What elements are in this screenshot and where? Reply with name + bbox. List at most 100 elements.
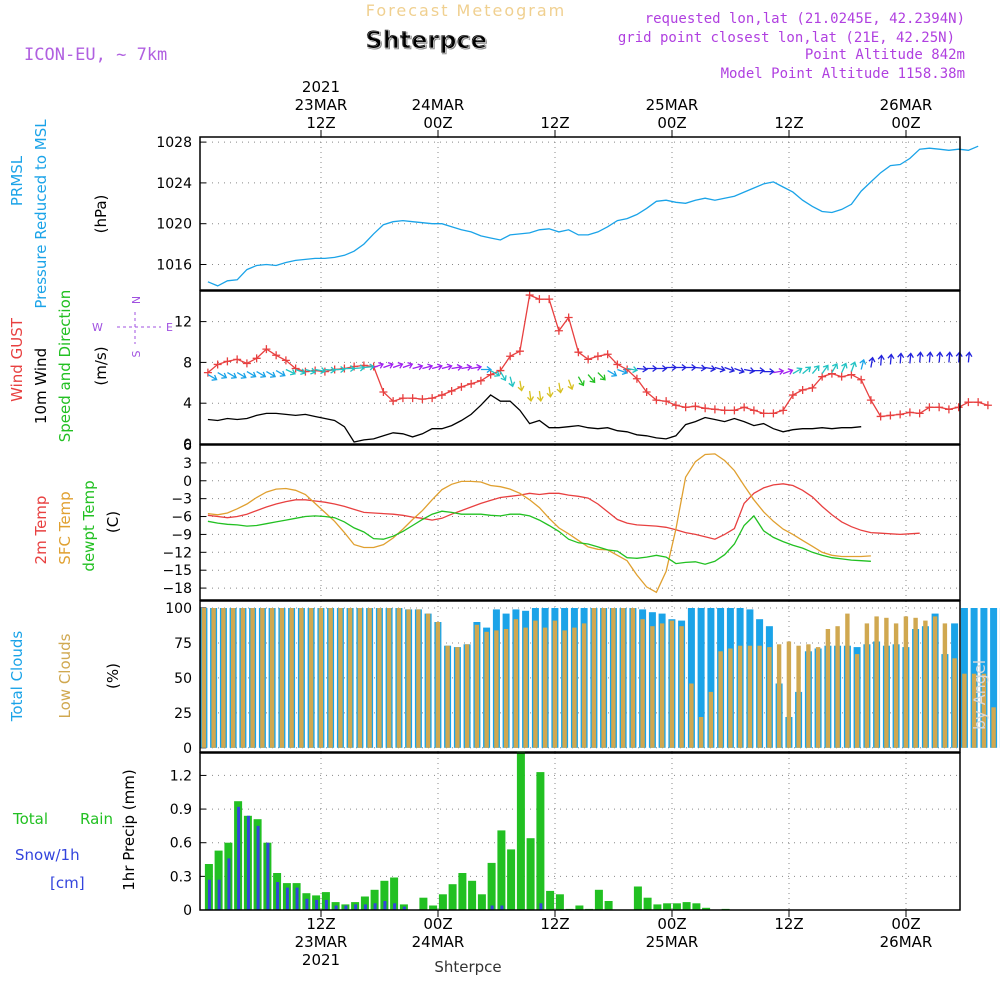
label-total: Total (12, 810, 48, 828)
series-sfc-temp-line (207, 453, 871, 594)
y-tick-label: 50 (174, 671, 192, 687)
gust-marker (866, 396, 875, 405)
low-clouds-bar (689, 683, 694, 748)
wind-arrow (499, 371, 507, 382)
rain-bar (390, 877, 399, 910)
ylabel-pressure-msl: Pressure Reduced to MSL (32, 119, 50, 309)
bottom-axis-label: 26MAR (880, 933, 933, 951)
gust-marker (506, 352, 515, 361)
low-clouds-bar (757, 645, 762, 748)
y-tick-label: 0 (183, 474, 192, 490)
wind-panel: 0 4 8 12 Wind GUST 10m Wind Speed and Directio… (8, 290, 992, 453)
low-clouds-bar (932, 616, 938, 748)
snow-bar (246, 815, 250, 910)
gust-marker (662, 397, 671, 406)
gust-marker (593, 352, 602, 361)
total-clouds-bar (687, 608, 695, 748)
rain-bar (380, 880, 389, 910)
low-clouds-bar (708, 691, 714, 748)
rain-bar (477, 894, 486, 910)
low-clouds-bar (250, 608, 255, 748)
gust-marker (272, 351, 281, 360)
gust-marker (827, 369, 836, 378)
y-tick-label: 25 (174, 706, 192, 722)
y-tick-label: 8 (183, 355, 192, 371)
wind-arrow (936, 351, 944, 363)
top-axis-label: 12Z (774, 114, 803, 132)
rain-bar (448, 884, 457, 910)
gust-marker (681, 403, 690, 412)
gridpoint-coords: grid point closest lon,lat (21E, 42.25N) (618, 30, 955, 46)
panel-frame (199, 600, 961, 753)
clouds-panel: 0 25 50 75 100 Total Clouds Low Clouds (%) (8, 600, 1000, 757)
snow-bar (344, 905, 348, 910)
wind-arrow (546, 386, 554, 398)
low-clouds-bar (991, 707, 996, 748)
gust-marker (642, 387, 651, 396)
low-clouds-bar (494, 630, 499, 748)
plot-area (200, 601, 960, 752)
bottom-axis-label: 2021 (302, 951, 340, 969)
rain-bar (682, 902, 691, 910)
wind-arrow (461, 363, 473, 371)
panel-frame (199, 290, 961, 445)
wind-arrow (916, 351, 924, 363)
wind-arrow (587, 374, 596, 384)
rain-bar (536, 772, 545, 910)
low-clouds-bar (347, 608, 353, 748)
wind-arrow (422, 363, 434, 371)
low-clouds-bar (542, 627, 548, 748)
plot-area (200, 137, 960, 290)
wind-arrow (324, 366, 336, 374)
ylabel-10m-wind: 10m Wind (32, 348, 50, 424)
wind-arrow (887, 353, 895, 365)
gust-marker (545, 295, 554, 304)
snow-bar (324, 899, 328, 910)
snow-bar (402, 906, 406, 910)
low-clouds-bar (357, 608, 363, 748)
low-clouds-bar (640, 619, 645, 748)
gust-marker (759, 409, 768, 418)
wind-arrow (266, 371, 277, 378)
wind-arrow (897, 352, 905, 364)
panel-frame (199, 752, 961, 911)
wind-arrow (577, 376, 585, 387)
gust-marker (233, 355, 242, 364)
gust-marker (857, 375, 866, 384)
rain-bar (468, 880, 477, 910)
ylabel-prmsl: PRMSL (8, 155, 26, 206)
y-tick-label: 12 (174, 315, 192, 331)
gust-marker (808, 383, 817, 392)
rain-bar (516, 751, 525, 910)
low-clouds-bar (318, 608, 324, 748)
gust-marker (837, 372, 846, 381)
gust-marker (964, 398, 973, 407)
low-clouds-bar (416, 609, 421, 748)
gust-marker (798, 385, 807, 394)
ylabel-gust: Wind GUST (8, 317, 26, 402)
gust-marker (408, 394, 417, 403)
gust-marker (213, 360, 222, 369)
label-snow-unit: [cm] (50, 874, 85, 892)
top-axis-label: 2021 (302, 78, 340, 96)
low-clouds-bar (845, 613, 850, 748)
compass-s-label: S (130, 350, 143, 357)
y-tick-label: −3 (171, 492, 192, 508)
label-rain: Rain (80, 810, 113, 828)
wind-arrow (536, 390, 544, 402)
low-clouds-bar (737, 645, 743, 748)
low-clouds-bar (630, 608, 636, 748)
supertitle: Forecast Meteogram (366, 1, 566, 20)
snow-bar (363, 904, 367, 910)
gust-marker (252, 354, 261, 363)
wind-arrow (305, 367, 317, 375)
point-altitude: Point Altitude 842m (805, 47, 965, 63)
low-clouds-bar (854, 654, 860, 748)
low-clouds-bar (903, 616, 909, 748)
wind-arrow (256, 371, 267, 378)
gust-marker (398, 394, 407, 403)
series-10m-wind-line (207, 394, 862, 443)
gust-marker (983, 401, 992, 410)
snow-bar (276, 882, 280, 910)
y-tick-label: 1.2 (170, 768, 192, 784)
